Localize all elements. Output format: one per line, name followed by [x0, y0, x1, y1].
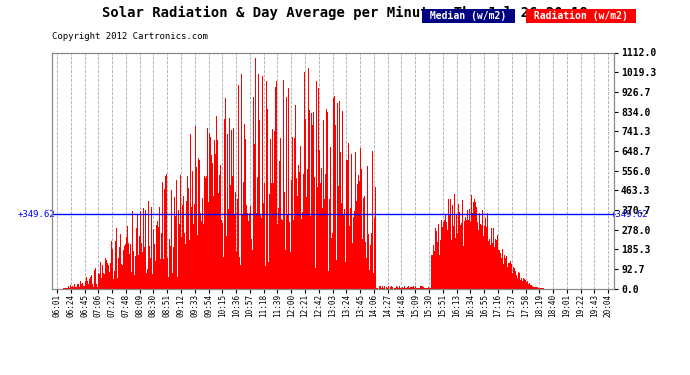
Text: Copyright 2012 Cartronics.com: Copyright 2012 Cartronics.com	[52, 32, 208, 41]
Text: Solar Radiation & Day Average per Minute  Thu Jul 26 20:18: Solar Radiation & Day Average per Minute…	[102, 6, 588, 20]
Text: Median (w/m2): Median (w/m2)	[424, 11, 513, 21]
Text: +349.62: +349.62	[610, 210, 648, 219]
Text: +349.62: +349.62	[18, 210, 56, 219]
Text: Radiation (w/m2): Radiation (w/m2)	[528, 11, 633, 21]
